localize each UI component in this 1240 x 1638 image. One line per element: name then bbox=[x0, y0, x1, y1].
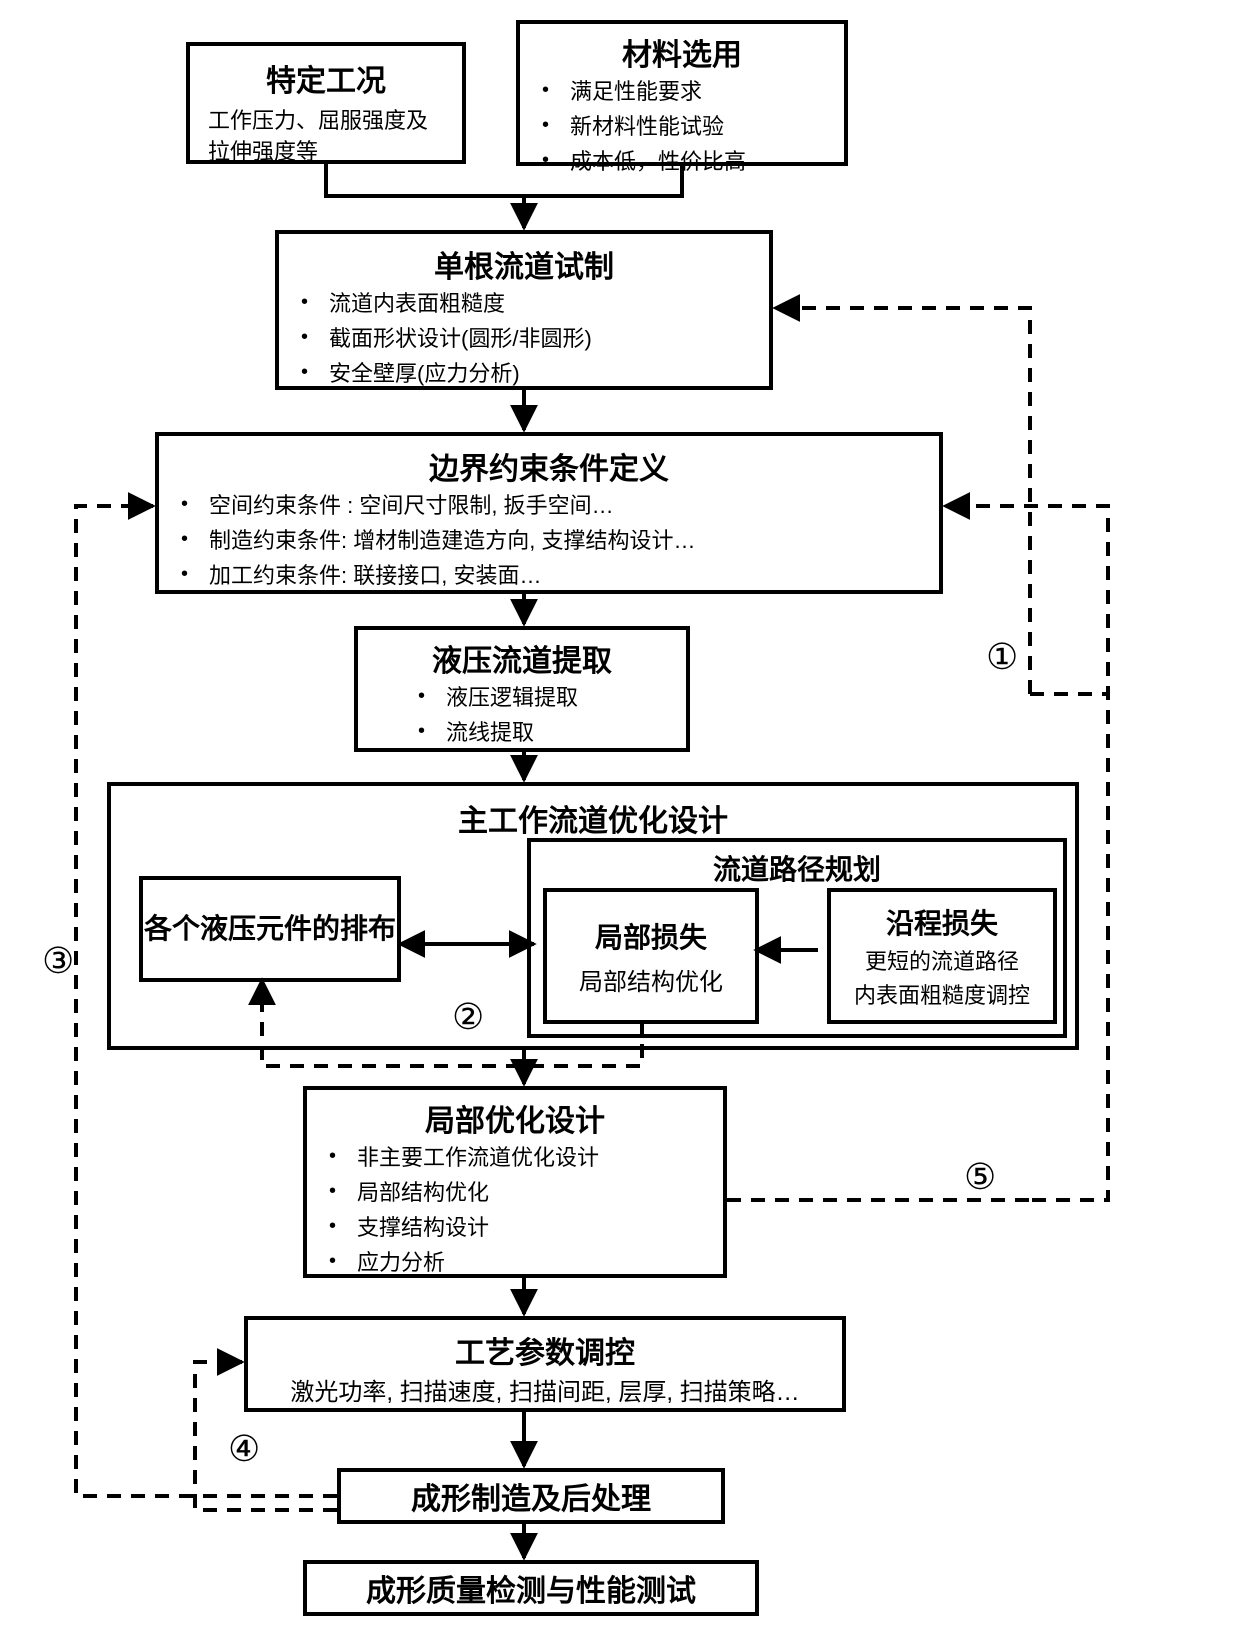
title-localloss: 局部损失 bbox=[595, 916, 707, 956]
box-localloss: 局部损失 局部结构优化 bbox=[543, 888, 759, 1024]
bullet-item: 流道内表面粗糙度 bbox=[329, 286, 761, 321]
label-circle-5: ⑤ bbox=[964, 1156, 996, 1198]
bullets-localopt: 非主要工作流道优化设计局部结构优化支撑结构设计应力分析 bbox=[315, 1140, 715, 1280]
box-inspect: 成形质量检测与性能测试 bbox=[303, 1560, 759, 1616]
title-mainopt: 主工作流道优化设计 bbox=[111, 796, 1075, 840]
bullet-item: 局部结构优化 bbox=[357, 1175, 715, 1210]
label-circle-1: ① bbox=[986, 636, 1018, 678]
bullet-item: 截面形状设计(圆形/非圆形) bbox=[329, 321, 761, 356]
bullet-item: 成本低，性价比高 bbox=[570, 144, 836, 179]
bullets-material: 满足性能要求新材料性能试验成本低，性价比高 bbox=[528, 74, 836, 179]
bullet-item: 制造约束条件: 增材制造建造方向, 支撑结构设计… bbox=[209, 523, 931, 558]
box-pathplan: 流道路径规划 局部损失 局部结构优化 沿程损失 更短的流道路径 内表面粗糙度调控 bbox=[527, 838, 1067, 1038]
bullet-item: 流线提取 bbox=[446, 715, 678, 750]
box-extract: 液压流道提取 液压逻辑提取流线提取 bbox=[354, 626, 690, 752]
bullet-item: 安全壁厚(应力分析) bbox=[329, 356, 761, 391]
bullets-boundary: 空间约束条件 : 空间尺寸限制, 扳手空间…制造约束条件: 增材制造建造方向, … bbox=[167, 488, 931, 593]
title-extract: 液压流道提取 bbox=[366, 636, 678, 680]
box-layout: 各个液压元件的排布 bbox=[139, 876, 401, 982]
bullet-item: 支撑结构设计 bbox=[357, 1210, 715, 1245]
title-layout: 各个液压元件的排布 bbox=[144, 911, 396, 947]
desc-alongloss1: 更短的流道路径 bbox=[865, 944, 1019, 976]
title-alongloss: 沿程损失 bbox=[886, 902, 998, 942]
title-conditions: 特定工况 bbox=[208, 56, 444, 100]
box-material: 材料选用 满足性能要求新材料性能试验成本低，性价比高 bbox=[516, 20, 848, 166]
title-material: 材料选用 bbox=[528, 30, 836, 74]
bullet-item: 满足性能要求 bbox=[570, 74, 836, 109]
bullet-item: 空间约束条件 : 空间尺寸限制, 扳手空间… bbox=[209, 488, 931, 523]
label-circle-3: ③ bbox=[42, 940, 74, 982]
label-circle-2: ② bbox=[452, 996, 484, 1038]
bullet-item: 应力分析 bbox=[357, 1245, 715, 1280]
label-circle-4: ④ bbox=[228, 1428, 260, 1470]
box-boundary: 边界约束条件定义 空间约束条件 : 空间尺寸限制, 扳手空间…制造约束条件: 增… bbox=[155, 432, 943, 594]
desc-process: 激光功率, 扫描速度, 扫描间距, 层厚, 扫描策略… bbox=[262, 1376, 828, 1410]
title-process: 工艺参数调控 bbox=[262, 1328, 828, 1372]
title-single: 单根流道试制 bbox=[287, 242, 761, 286]
desc-conditions: 工作压力、屈服强度及拉伸强度等 bbox=[208, 106, 444, 168]
bullets-extract: 液压逻辑提取流线提取 bbox=[366, 680, 678, 750]
box-main-opt: 主工作流道优化设计 各个液压元件的排布 流道路径规划 局部损失 局部结构优化 沿… bbox=[107, 782, 1079, 1050]
box-conditions: 特定工况 工作压力、屈服强度及拉伸强度等 bbox=[186, 42, 466, 164]
box-single-channel: 单根流道试制 流道内表面粗糙度截面形状设计(圆形/非圆形)安全壁厚(应力分析) bbox=[275, 230, 773, 390]
title-boundary: 边界约束条件定义 bbox=[167, 444, 931, 488]
title-localopt: 局部优化设计 bbox=[315, 1096, 715, 1140]
title-inspect: 成形质量检测与性能测试 bbox=[366, 1566, 696, 1610]
desc-alongloss2: 内表面粗糙度调控 bbox=[854, 978, 1030, 1010]
box-process: 工艺参数调控 激光功率, 扫描速度, 扫描间距, 层厚, 扫描策略… bbox=[244, 1316, 846, 1412]
title-forming: 成形制造及后处理 bbox=[411, 1474, 651, 1518]
bullet-item: 新材料性能试验 bbox=[570, 109, 836, 144]
bullets-single: 流道内表面粗糙度截面形状设计(圆形/非圆形)安全壁厚(应力分析) bbox=[287, 286, 761, 391]
bullet-item: 非主要工作流道优化设计 bbox=[357, 1140, 715, 1175]
bullet-item: 加工约束条件: 联接接口, 安装面… bbox=[209, 558, 931, 593]
box-alongloss: 沿程损失 更短的流道路径 内表面粗糙度调控 bbox=[827, 888, 1057, 1024]
desc-localloss: 局部结构优化 bbox=[579, 962, 723, 997]
bullet-item: 液压逻辑提取 bbox=[446, 680, 678, 715]
box-forming: 成形制造及后处理 bbox=[337, 1468, 725, 1524]
box-localopt: 局部优化设计 非主要工作流道优化设计局部结构优化支撑结构设计应力分析 bbox=[303, 1086, 727, 1278]
title-pathplan: 流道路径规划 bbox=[531, 848, 1063, 888]
